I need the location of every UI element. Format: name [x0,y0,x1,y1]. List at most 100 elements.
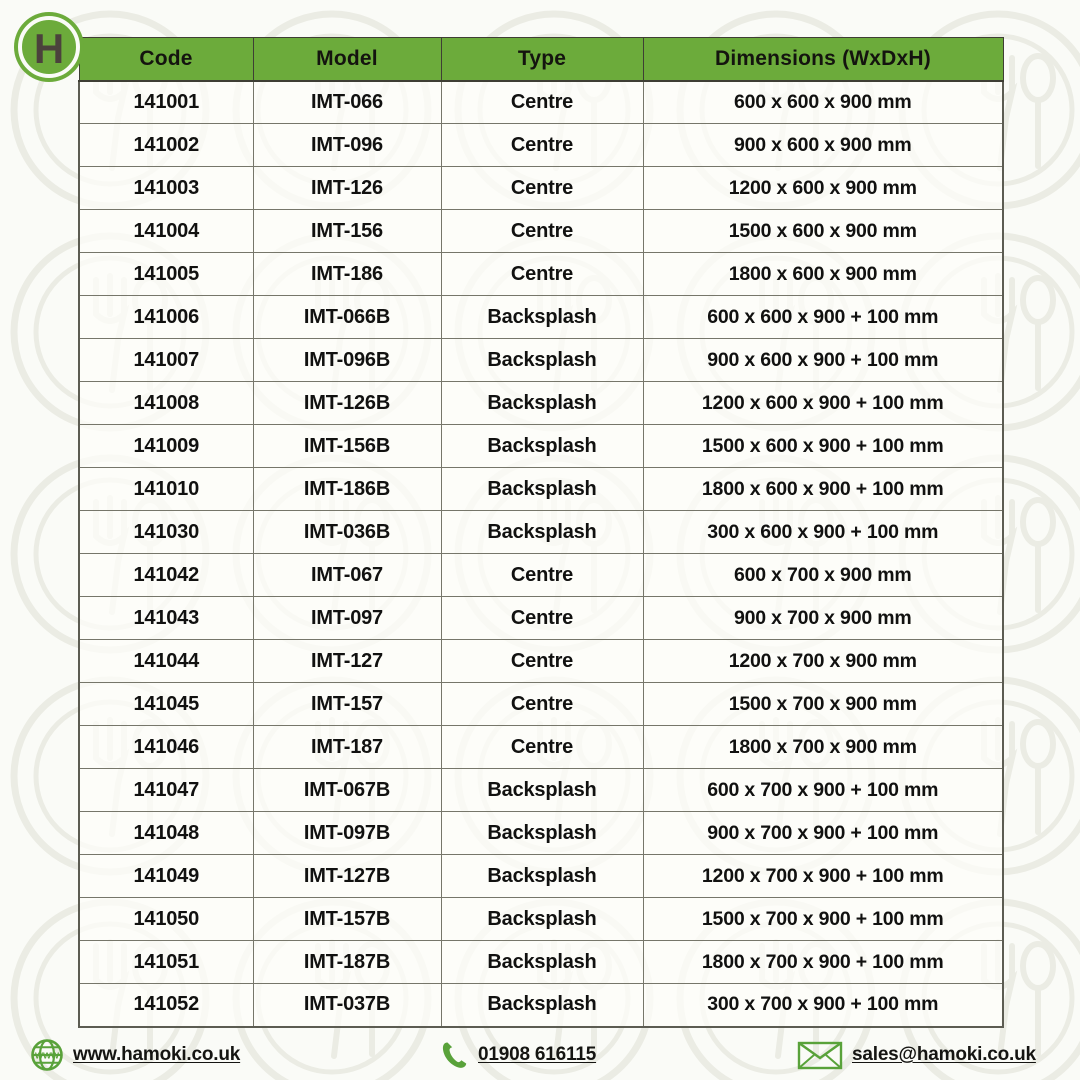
cell-dimensions: 1800 x 600 x 900 mm [642,252,1004,296]
cell-type: Centre [440,639,644,683]
cell-type: Backsplash [440,338,644,382]
globe-icon: WWW [30,1038,64,1072]
table-row: 141008 IMT-126B Backsplash 1200 x 600 x 900… [78,381,1004,425]
cell-type: Backsplash [440,381,644,425]
table-row: 141042 IMT-067 Centre 600 x 700 x 900 mm [78,553,1004,597]
cell-model: IMT-156 [252,209,442,253]
cell-dimensions: 1500 x 600 x 900 mm [642,209,1004,253]
cell-dimensions: 600 x 700 x 900 + 100 mm [642,768,1004,812]
cell-model: IMT-067B [252,768,442,812]
cell-code: 141045 [78,682,254,726]
cell-type: Backsplash [440,768,644,812]
cell-type: Backsplash [440,854,644,898]
cell-code: 141001 [78,80,254,124]
table-row: 141010 IMT-186B Backsplash 1800 x 600 x 900… [78,467,1004,511]
cell-type: Backsplash [440,983,644,1028]
cell-model: IMT-127 [252,639,442,683]
table-row: 141052 IMT-037B Backsplash 300 x 700 x 900 … [78,983,1004,1028]
cell-type: Backsplash [440,897,644,941]
cell-code: 141004 [78,209,254,253]
table-header: Code Model Type Dimensions (WxDxH) [78,37,1004,82]
cell-code: 141049 [78,854,254,898]
cell-dimensions: 1200 x 600 x 900 mm [642,166,1004,210]
cell-dimensions: 900 x 600 x 900 + 100 mm [642,338,1004,382]
column-header-dimensions: Dimensions (WxDxH) [642,37,1004,82]
cell-type: Backsplash [440,424,644,468]
cell-dimensions: 300 x 700 x 900 + 100 mm [642,983,1004,1028]
table-row: 141044 IMT-127 Centre 1200 x 700 x 900 mm [78,639,1004,683]
cell-dimensions: 1200 x 700 x 900 mm [642,639,1004,683]
table-row: 141002 IMT-096 Centre 900 x 600 x 900 mm [78,123,1004,167]
cell-code: 141003 [78,166,254,210]
cell-code: 141051 [78,940,254,984]
cell-type: Backsplash [440,467,644,511]
table-row: 141046 IMT-187 Centre 1800 x 700 x 900 mm [78,725,1004,769]
envelope-icon [797,1038,843,1072]
cell-model: IMT-067 [252,553,442,597]
cell-type: Backsplash [440,811,644,855]
cell-dimensions: 1500 x 600 x 900 + 100 mm [642,424,1004,468]
cell-model: IMT-187B [252,940,442,984]
product-spec-table: Code Model Type Dimensions (WxDxH) 14100… [78,37,1004,1028]
cell-type: Centre [440,252,644,296]
table-row: 141001 IMT-066 Centre 600 x 600 x 900 mm [78,80,1004,124]
cell-type: Centre [440,725,644,769]
cell-type: Centre [440,209,644,253]
cell-model: IMT-097 [252,596,442,640]
cell-model: IMT-066B [252,295,442,339]
table-row: 141007 IMT-096B Backsplash 900 x 600 x 900 … [78,338,1004,382]
table-row: 141050 IMT-157B Backsplash 1500 x 700 x 900… [78,897,1004,941]
page-footer: WWW www.hamoki.co.uk 01908 616115 sales@… [0,1030,1080,1080]
cell-code: 141042 [78,553,254,597]
cell-dimensions: 1200 x 700 x 900 + 100 mm [642,854,1004,898]
cell-code: 141047 [78,768,254,812]
cell-code: 141005 [78,252,254,296]
cell-code: 141002 [78,123,254,167]
cell-model: IMT-157 [252,682,442,726]
cell-code: 141009 [78,424,254,468]
cell-dimensions: 900 x 700 x 900 mm [642,596,1004,640]
cell-type: Centre [440,682,644,726]
cell-dimensions: 1800 x 700 x 900 mm [642,725,1004,769]
spec-table-container: Code Model Type Dimensions (WxDxH) 14100… [78,37,1004,1028]
footer-phone-label: 01908 616115 [478,1044,597,1065]
footer-phone[interactable]: 01908 616115 [441,1038,596,1072]
svg-text:WWW: WWW [35,1050,60,1060]
cell-type: Centre [440,596,644,640]
cell-code: 141007 [78,338,254,382]
cell-model: IMT-156B [252,424,442,468]
cell-code: 141052 [78,983,254,1028]
cell-code: 141044 [78,639,254,683]
cell-dimensions: 900 x 700 x 900 + 100 mm [642,811,1004,855]
cell-dimensions: 1200 x 600 x 900 + 100 mm [642,381,1004,425]
cell-code: 141050 [78,897,254,941]
footer-email[interactable]: sales@hamoki.co.uk [797,1038,1036,1072]
cell-code: 141048 [78,811,254,855]
cell-code: 141006 [78,295,254,339]
cell-model: IMT-187 [252,725,442,769]
cell-model: IMT-126 [252,166,442,210]
cell-model: IMT-157B [252,897,442,941]
table-row: 141003 IMT-126 Centre 1200 x 600 x 900 mm [78,166,1004,210]
footer-email-label: sales@hamoki.co.uk [852,1044,1036,1065]
table-row: 141047 IMT-067B Backsplash 600 x 700 x 900 … [78,768,1004,812]
cell-type: Backsplash [440,510,644,554]
cell-dimensions: 300 x 600 x 900 + 100 mm [642,510,1004,554]
cell-model: IMT-186B [252,467,442,511]
hamoki-logo: H [14,12,84,82]
cell-model: IMT-066 [252,80,442,124]
cell-dimensions: 1800 x 700 x 900 + 100 mm [642,940,1004,984]
cell-dimensions: 900 x 600 x 900 mm [642,123,1004,167]
table-body: 141001 IMT-066 Centre 600 x 600 x 900 mm 141… [78,80,1004,1028]
table-row: 141051 IMT-187B Backsplash 1800 x 700 x 900… [78,940,1004,984]
cell-type: Centre [440,553,644,597]
cell-code: 141010 [78,467,254,511]
table-row: 141049 IMT-127B Backsplash 1200 x 700 x 900… [78,854,1004,898]
footer-website[interactable]: WWW www.hamoki.co.uk [30,1038,240,1072]
cell-dimensions: 600 x 600 x 900 mm [642,80,1004,124]
cell-type: Backsplash [440,295,644,339]
phone-icon [441,1038,469,1072]
cell-model: IMT-097B [252,811,442,855]
logo-letter: H [34,25,64,72]
column-header-model: Model [252,37,442,82]
